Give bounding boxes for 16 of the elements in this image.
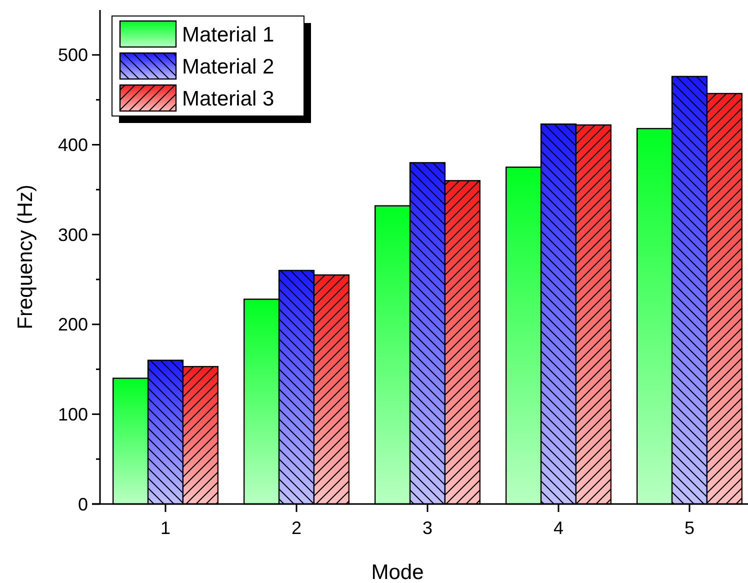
x-tick-label: 1 [160,518,171,538]
legend-label: Material 1 [182,23,274,46]
y-tick-label: 100 [58,404,88,424]
x-axis-title: Mode [371,561,424,583]
y-tick-label: 0 [78,494,88,514]
x-tick-label: 4 [553,518,564,538]
x-tick-label: 3 [422,518,433,538]
y-tick-label: 200 [58,314,88,335]
y-tick-label: 300 [58,224,88,245]
x-tick-label: 5 [684,518,695,538]
x-tick-label: 2 [291,518,302,538]
legend-label: Material 3 [182,87,274,110]
y-tick-label: 500 [58,45,88,66]
y-axis-title: Frequency (Hz) [14,184,37,330]
legend-label: Material 2 [182,55,274,78]
y-tick-label: 400 [58,135,88,156]
